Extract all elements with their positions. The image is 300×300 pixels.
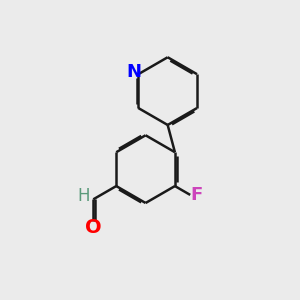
Text: F: F	[190, 186, 203, 204]
Text: O: O	[85, 218, 102, 237]
Text: H: H	[78, 188, 90, 206]
Text: N: N	[126, 63, 141, 81]
